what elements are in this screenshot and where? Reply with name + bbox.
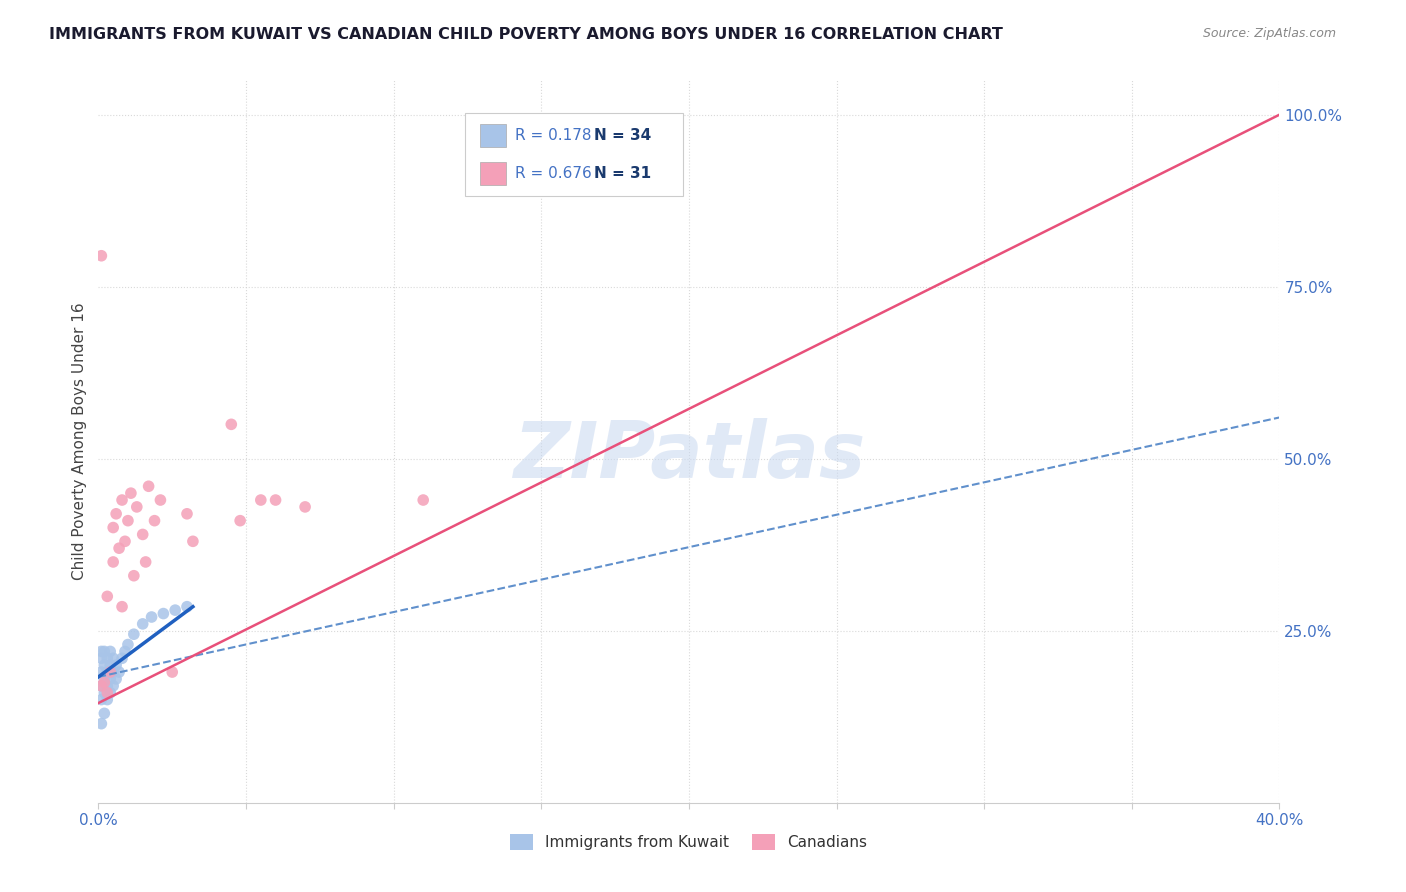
Text: N = 31: N = 31 — [595, 166, 651, 181]
Point — [108, 665, 131, 679]
Point — [135, 555, 157, 569]
Point — [141, 610, 163, 624]
Point — [117, 638, 139, 652]
FancyBboxPatch shape — [479, 162, 506, 185]
Point — [120, 486, 142, 500]
Point — [105, 507, 128, 521]
Point — [96, 651, 118, 665]
Point — [138, 479, 160, 493]
Point — [90, 665, 112, 679]
Point — [93, 675, 115, 690]
Point — [90, 651, 112, 665]
Point — [114, 534, 136, 549]
Point — [96, 679, 118, 693]
Point — [221, 417, 243, 432]
Text: N = 34: N = 34 — [595, 128, 652, 143]
Point — [111, 599, 134, 614]
Point — [149, 493, 172, 508]
Y-axis label: Child Poverty Among Boys Under 16: Child Poverty Among Boys Under 16 — [72, 302, 87, 581]
Point — [294, 500, 316, 514]
Point — [250, 493, 273, 508]
Point — [143, 514, 166, 528]
Point — [90, 716, 112, 731]
Point — [117, 514, 139, 528]
Point — [96, 692, 118, 706]
Point — [103, 679, 125, 693]
Point — [122, 568, 145, 582]
Point — [90, 644, 112, 658]
Point — [93, 658, 115, 673]
Text: Source: ZipAtlas.com: Source: ZipAtlas.com — [1202, 27, 1336, 40]
Point — [132, 616, 155, 631]
Point — [165, 603, 187, 617]
Point — [98, 686, 121, 700]
Point — [264, 493, 287, 508]
FancyBboxPatch shape — [464, 112, 683, 196]
Legend: Immigrants from Kuwait, Canadians: Immigrants from Kuwait, Canadians — [505, 829, 873, 856]
Point — [90, 692, 112, 706]
Point — [96, 590, 118, 604]
Point — [98, 644, 121, 658]
Text: IMMIGRANTS FROM KUWAIT VS CANADIAN CHILD POVERTY AMONG BOYS UNDER 16 CORRELATION: IMMIGRANTS FROM KUWAIT VS CANADIAN CHILD… — [49, 27, 1002, 42]
Point — [176, 507, 198, 521]
Point — [152, 607, 174, 621]
Point — [90, 679, 112, 693]
Point — [111, 493, 134, 508]
Point — [90, 679, 112, 693]
Point — [90, 249, 112, 263]
Point — [132, 527, 155, 541]
Point — [176, 599, 198, 614]
Point — [93, 644, 115, 658]
FancyBboxPatch shape — [479, 124, 506, 147]
Point — [114, 644, 136, 658]
Point — [93, 672, 115, 686]
Point — [93, 686, 115, 700]
Point — [103, 665, 125, 679]
Point — [181, 534, 204, 549]
Point — [125, 500, 148, 514]
Point — [108, 541, 131, 556]
Point — [105, 658, 128, 673]
Point — [103, 555, 125, 569]
Point — [103, 651, 125, 665]
Point — [98, 672, 121, 686]
Text: R = 0.676: R = 0.676 — [516, 166, 592, 181]
Point — [98, 658, 121, 673]
Point — [105, 672, 128, 686]
Point — [96, 665, 118, 679]
Text: R = 0.178: R = 0.178 — [516, 128, 592, 143]
Text: ZIPatlas: ZIPatlas — [513, 418, 865, 494]
Point — [412, 493, 434, 508]
Point — [96, 686, 118, 700]
Point — [98, 665, 121, 679]
Point — [122, 627, 145, 641]
Point — [229, 514, 252, 528]
Point — [111, 651, 134, 665]
Point — [93, 706, 115, 721]
Point — [162, 665, 183, 679]
Point — [103, 520, 125, 534]
